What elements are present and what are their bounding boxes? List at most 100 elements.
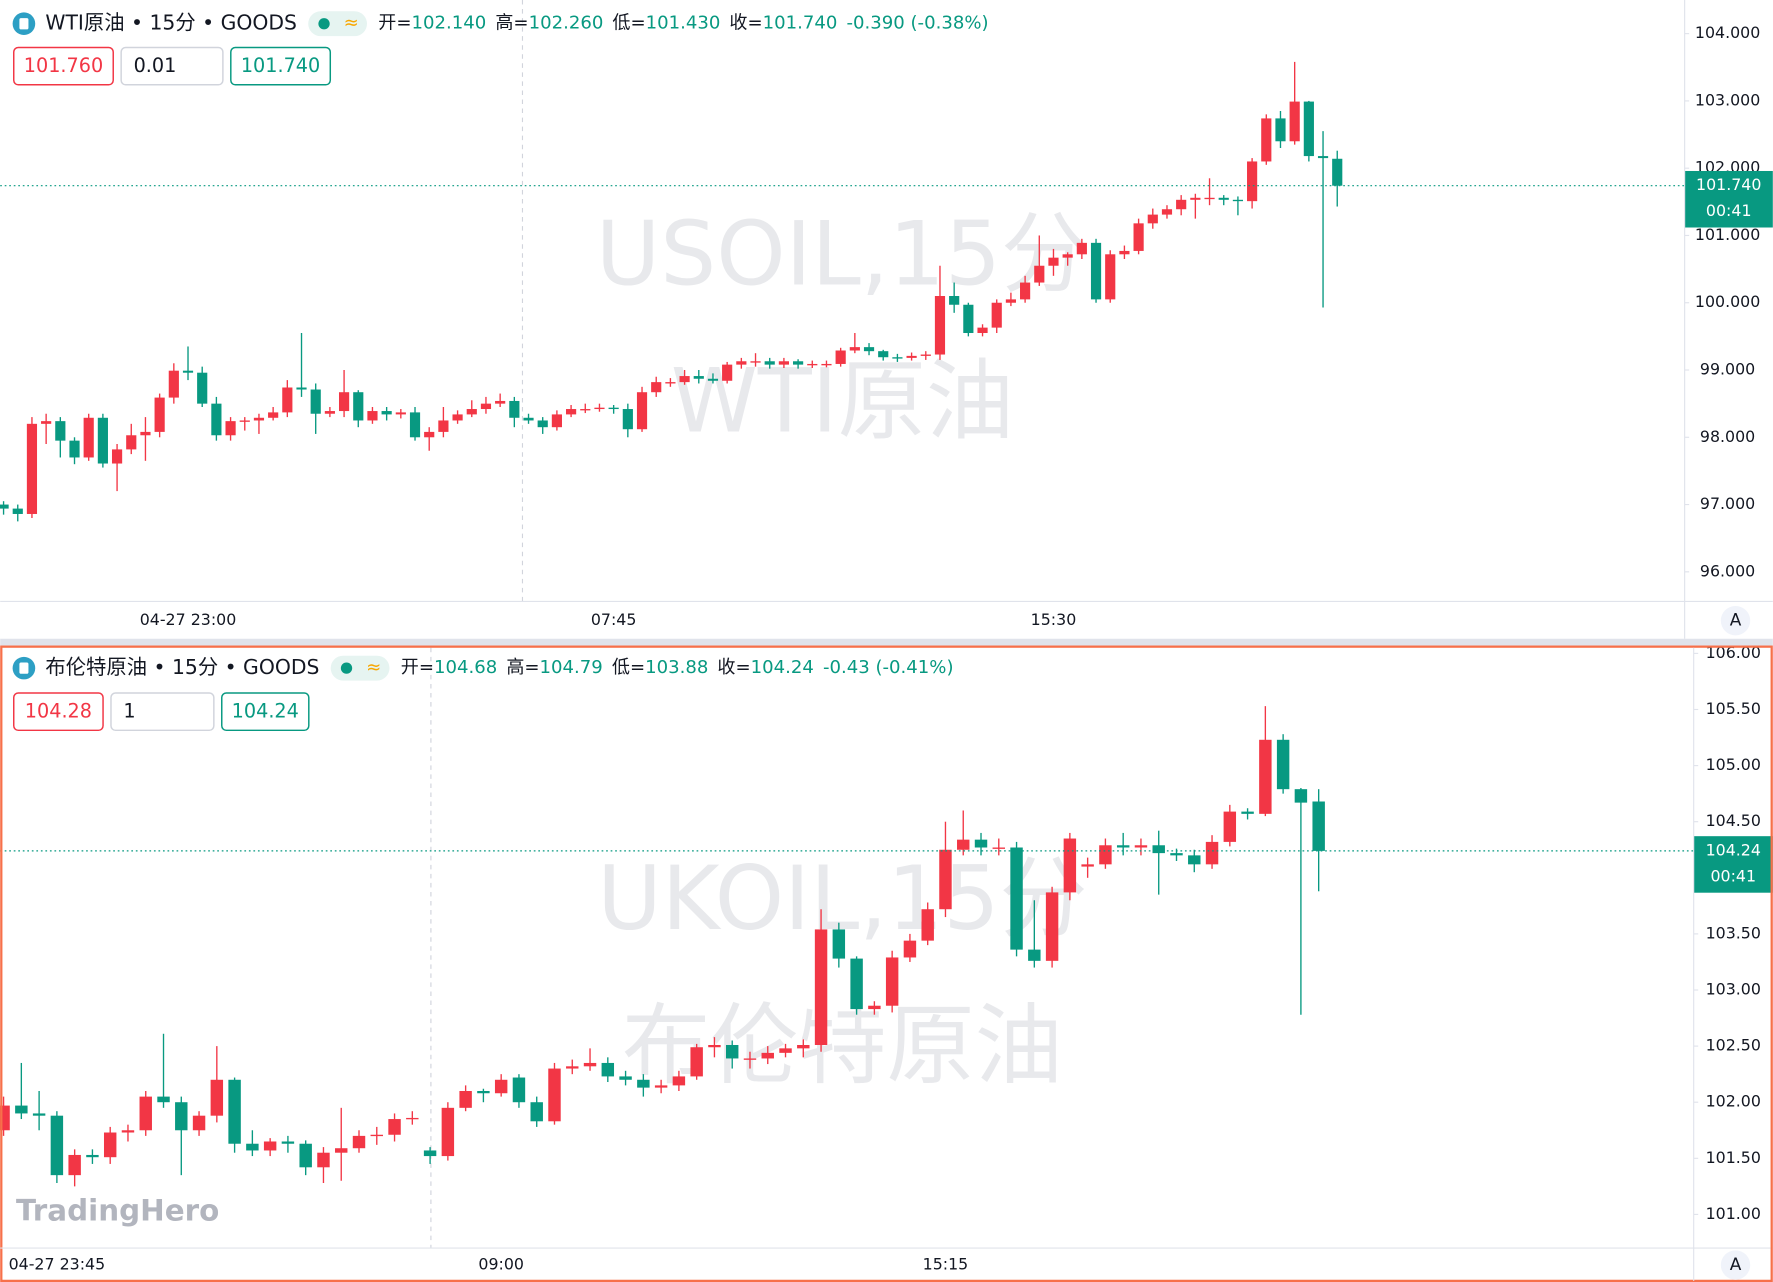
y-tick-label: 100.000 <box>1695 292 1760 311</box>
ohlc-value: 104.24 <box>751 657 814 678</box>
candle-body <box>580 409 591 411</box>
candle-body <box>693 376 704 379</box>
candle-body <box>1218 197 1229 200</box>
candle-body <box>182 370 194 373</box>
candle-body <box>32 1113 46 1116</box>
candle-body <box>409 412 421 438</box>
candle-body <box>197 372 208 404</box>
ask-box[interactable] <box>221 692 310 732</box>
candle-body <box>654 1085 668 1088</box>
candle-body <box>725 1044 739 1059</box>
ask-value[interactable]: 101.740 <box>241 54 320 77</box>
size-value[interactable]: 0.01 <box>134 54 177 77</box>
size-box[interactable] <box>110 692 215 732</box>
candle-body <box>778 361 789 365</box>
bid-value[interactable]: 104.28 <box>25 700 92 723</box>
candle-body <box>367 411 378 421</box>
candle-body <box>466 409 477 415</box>
bid-box[interactable] <box>13 46 114 86</box>
candle-body <box>395 412 406 415</box>
candle-body <box>1119 250 1130 255</box>
candle-body <box>863 347 875 352</box>
auto-scale-button[interactable]: A <box>1720 605 1751 636</box>
candle-body <box>1090 242 1102 300</box>
candle-body <box>1076 242 1087 255</box>
candle-body <box>764 361 775 365</box>
y-tick-label: 102.50 <box>1706 1036 1761 1055</box>
candle-body <box>239 420 250 422</box>
y-tick-label: 101.000 <box>1695 225 1760 244</box>
candle-body <box>750 361 761 363</box>
candle-body <box>1303 101 1314 157</box>
y-tick-label: 103.000 <box>1695 90 1760 109</box>
bid-box[interactable] <box>13 692 104 732</box>
candle-body <box>974 839 988 848</box>
candle-body <box>963 304 974 334</box>
candle-body <box>1294 789 1308 803</box>
symbol-title[interactable]: 布伦特原油 • 15分 • GOODS <box>45 655 319 679</box>
candle-body <box>722 364 733 381</box>
auto-scale-button[interactable]: A <box>1720 1250 1751 1280</box>
candle-body <box>934 296 946 355</box>
candle-body <box>566 409 577 415</box>
candle-body <box>157 1096 170 1103</box>
candle-body <box>1241 811 1254 814</box>
candle-body <box>338 392 350 412</box>
x-tick-label: 15:15 <box>923 1255 969 1274</box>
candle-body <box>1034 265 1045 283</box>
candle-body <box>850 958 863 1010</box>
branding-watermark: TradingHero <box>16 1193 219 1227</box>
x-tick-label: 09:00 <box>478 1255 524 1274</box>
size-box[interactable] <box>120 46 224 86</box>
candle-body <box>1317 156 1329 159</box>
candle-body <box>797 1044 810 1049</box>
auto-scale-label[interactable]: A <box>1730 1254 1742 1274</box>
candle-body <box>192 1115 206 1131</box>
candle-body <box>690 1047 703 1077</box>
candle-body <box>583 1062 597 1067</box>
ask-box[interactable] <box>230 46 332 86</box>
candle-body <box>1312 801 1325 851</box>
candle-body <box>0 1105 10 1131</box>
candle-body <box>1176 199 1187 210</box>
candle-body <box>885 957 899 1006</box>
candle-body <box>228 1079 241 1144</box>
y-tick-label: 98.000 <box>1700 427 1755 446</box>
auto-scale-label[interactable]: A <box>1730 610 1742 630</box>
bid-value[interactable]: 101.760 <box>24 54 103 77</box>
button-bg[interactable] <box>1720 605 1751 636</box>
candle-body <box>601 1062 615 1077</box>
ohlc-value: 102.260 <box>529 13 604 34</box>
candle-body <box>12 508 23 514</box>
candle-body <box>50 1115 64 1176</box>
candle-body <box>495 400 506 404</box>
candle-body <box>509 400 520 418</box>
candle-body <box>779 1048 792 1053</box>
y-tick-label: 104.50 <box>1706 811 1761 830</box>
candle-body <box>388 1119 401 1135</box>
candle-body <box>1289 101 1300 142</box>
symbol-title[interactable]: WTI原油 • 15分 • GOODS <box>45 11 297 35</box>
ohlc-value: 102.140 <box>412 13 487 34</box>
y-tick-label: 96.000 <box>1700 561 1755 580</box>
candle-body <box>83 417 94 458</box>
candle-body <box>1247 161 1258 202</box>
candle-body <box>736 361 747 365</box>
candle-body <box>594 407 605 410</box>
candle-body <box>1275 118 1286 142</box>
size-value[interactable]: 1 <box>123 700 135 723</box>
ask-value[interactable]: 104.24 <box>232 700 299 723</box>
candle-body <box>126 435 137 450</box>
active-pane-border <box>0 645 1773 1282</box>
y-tick-label: 103.50 <box>1706 923 1761 942</box>
symbol-icon-glyph <box>19 662 29 674</box>
candle-body <box>281 1141 295 1144</box>
candle-body <box>868 1005 881 1010</box>
button-bg[interactable] <box>1720 1250 1751 1280</box>
candle-body <box>832 929 846 959</box>
candle-body <box>636 392 648 430</box>
candle-body <box>317 1152 330 1168</box>
candle-body <box>523 417 534 421</box>
y-tick-label: 101.50 <box>1706 1148 1761 1167</box>
candle-body <box>353 392 364 421</box>
